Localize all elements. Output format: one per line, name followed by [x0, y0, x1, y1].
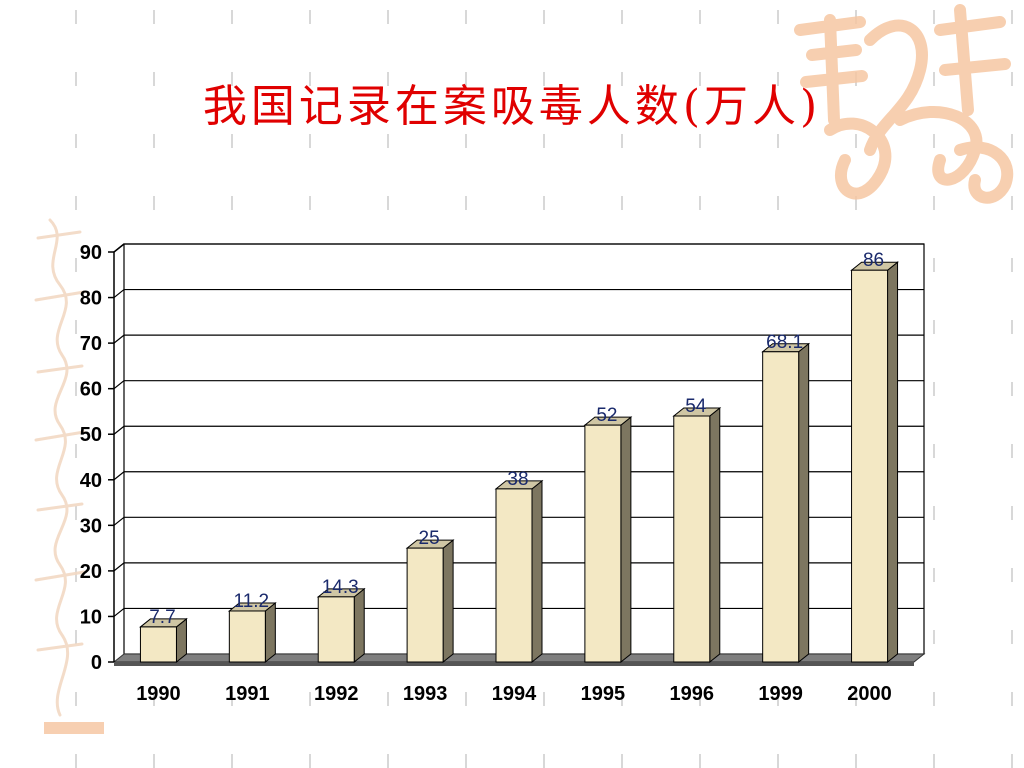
bar-side — [531, 479, 543, 664]
y-axis-line — [113, 243, 125, 662]
left-vine-ornament — [34, 218, 86, 717]
bar — [317, 596, 355, 663]
data-labels: 7.7 11.2 14.3 25 38 52 54 68.1 86 — [149, 250, 884, 628]
bar — [762, 351, 800, 663]
data-label: 7.7 — [149, 607, 175, 628]
bar-side — [709, 406, 721, 664]
gridline — [113, 288, 924, 299]
data-label: 38 — [507, 469, 528, 490]
x-tick-label: 2000 — [847, 683, 892, 705]
y-tick-label: 60 — [80, 379, 102, 401]
x-tick-label: 1990 — [136, 683, 181, 705]
gridline — [113, 516, 924, 526]
y-tick-label: 80 — [80, 288, 102, 310]
bars — [139, 261, 899, 664]
bar — [139, 626, 177, 663]
gridline — [113, 471, 924, 481]
bar — [495, 488, 533, 663]
bar-side — [887, 261, 899, 664]
y-tick-label: 40 — [80, 470, 102, 492]
x-tick-label: 1996 — [670, 683, 715, 705]
y-tick-label: 0 — [91, 652, 102, 674]
x-tick-label: 1991 — [225, 683, 270, 705]
left-vine-base — [44, 722, 104, 734]
bar — [406, 547, 444, 663]
gridline — [113, 562, 924, 572]
bar-side — [353, 587, 365, 664]
y-tick-label: 70 — [80, 333, 102, 355]
data-label: 14.3 — [322, 577, 359, 598]
data-label: 11.2 — [234, 591, 270, 612]
x-tick-label: 1993 — [403, 683, 448, 705]
bar-side — [620, 416, 632, 664]
bar-side — [442, 539, 454, 664]
data-label: 52 — [596, 405, 617, 426]
data-label: 68.1 — [766, 332, 803, 353]
x-tick-label: 1999 — [758, 683, 803, 705]
calligraphy-ornament — [794, 4, 1014, 204]
data-label: 86 — [863, 250, 884, 271]
gridline — [113, 607, 924, 617]
bar-side — [798, 342, 810, 664]
y-tick-label: 50 — [80, 424, 102, 446]
x-tick-label: 1994 — [492, 683, 537, 705]
data-label: 54 — [685, 396, 707, 417]
y-tick-label: 30 — [80, 515, 102, 537]
x-tick-label: 1992 — [314, 683, 359, 705]
x-axis: 1990 1991 1992 1993 1994 1995 1996 1999 2000 — [136, 683, 892, 705]
chart-floor-edge — [114, 662, 914, 666]
data-label: 25 — [419, 528, 440, 549]
bar — [851, 269, 889, 663]
y-tick-label: 10 — [80, 606, 102, 628]
bar — [228, 610, 266, 663]
gridline — [113, 334, 924, 344]
bar — [584, 424, 622, 663]
gridline — [113, 380, 924, 390]
y-tick-label: 90 — [80, 242, 102, 264]
y-tick-label: 20 — [80, 561, 102, 583]
gridline — [113, 425, 924, 435]
bar — [673, 415, 711, 663]
x-tick-label: 1995 — [581, 683, 626, 705]
slide-title: 我国记录在案吸毒人数(万人) — [202, 81, 822, 132]
y-axis: 0 10 20 30 40 50 60 70 80 90 — [80, 242, 125, 674]
